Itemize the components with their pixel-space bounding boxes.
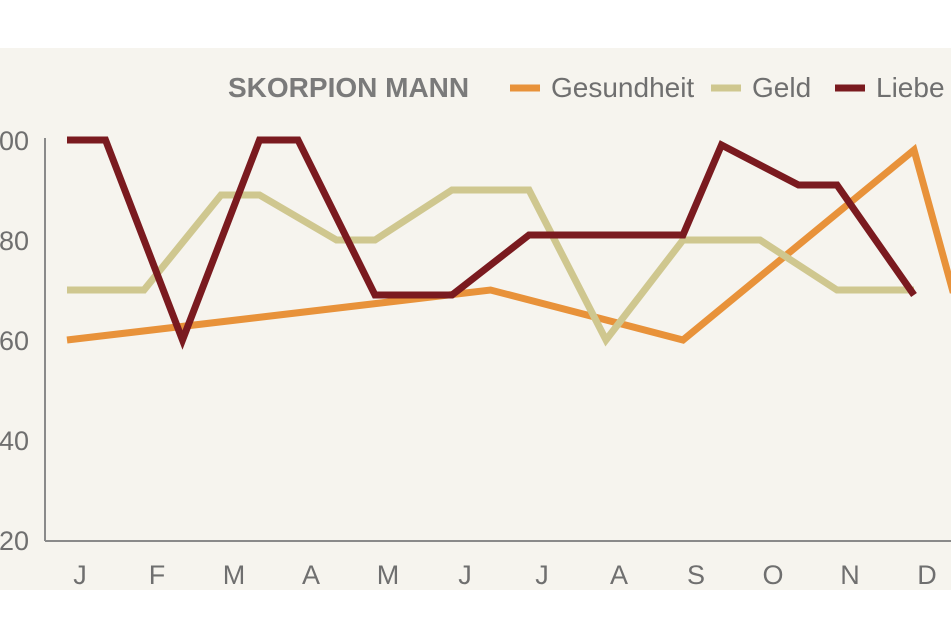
legend-label-gesundheit: Gesundheit	[551, 72, 694, 103]
series-line-liebe	[67, 136, 917, 350]
y-tick-labels: 20 40 60 80 100	[0, 126, 29, 556]
y-tick-label: 80	[0, 226, 29, 256]
series-line-gesundheit	[66, 143, 951, 344]
x-tick-label: M	[377, 560, 400, 590]
y-tick-label: 100	[0, 126, 29, 156]
series-lines	[66, 136, 951, 350]
line-chart: SKORPION MANN Gesundheit Geld Liebe 20 40…	[0, 72, 951, 590]
chart-title: SKORPION MANN	[228, 72, 469, 103]
x-tick-label: J	[73, 560, 87, 590]
x-tick-label: M	[223, 560, 246, 590]
x-tick-label: D	[917, 560, 937, 590]
series-line-geld	[67, 186, 914, 347]
legend-label-geld: Geld	[752, 72, 811, 103]
x-tick-label: A	[610, 560, 628, 590]
x-tick-label: F	[149, 560, 166, 590]
y-tick-label: 40	[0, 426, 29, 456]
x-tick-label: S	[687, 560, 705, 590]
x-tick-label: J	[458, 560, 472, 590]
chart-panel: SKORPION MANN Gesundheit Geld Liebe 20 40…	[0, 48, 951, 590]
legend: Gesundheit Geld Liebe	[510, 72, 945, 103]
axes	[44, 138, 951, 542]
x-tick-label: O	[762, 560, 783, 590]
y-tick-label: 20	[0, 526, 29, 556]
x-tick-label: A	[302, 560, 320, 590]
y-tick-label: 60	[0, 326, 29, 356]
legend-label-liebe: Liebe	[876, 72, 945, 103]
x-tick-label: N	[840, 560, 860, 590]
x-tick-label: J	[535, 560, 549, 590]
